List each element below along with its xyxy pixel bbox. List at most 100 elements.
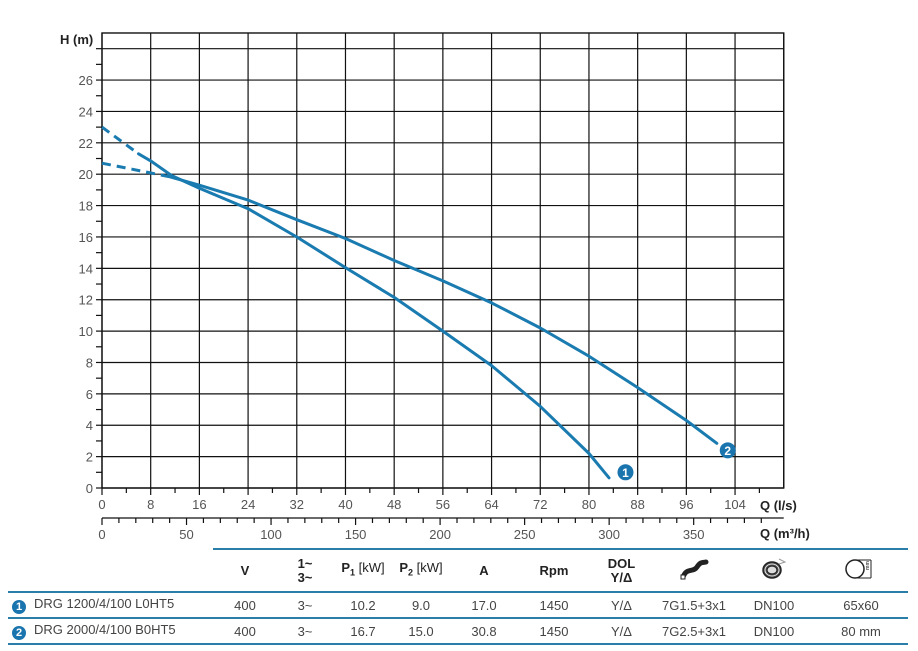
- secondary-x-tick-label: 300: [598, 527, 620, 542]
- secondary-x-tick-label: 50: [179, 527, 193, 542]
- x-tick-label: 80: [582, 497, 596, 512]
- model-cell: 2 DRG 2000/4/100 B0HT5: [8, 618, 213, 645]
- header-phase-top: 1~: [297, 555, 313, 571]
- model-name: DRG 2000/4/100 B0HT5: [34, 622, 176, 637]
- curve-1-marker: [617, 464, 634, 481]
- x-tick-label: 104: [724, 497, 746, 512]
- header-p1-sub: 1: [350, 567, 356, 578]
- p1-cell: 16.7: [333, 618, 393, 645]
- header-p1: P1 [kW]: [333, 548, 393, 593]
- cable-cell: 7G2.5+3x1: [654, 618, 734, 645]
- x-tick-label: 64: [484, 497, 498, 512]
- y-tick-label: 10: [79, 324, 93, 339]
- model-name: DRG 1200/4/100 L0HT5: [34, 596, 175, 611]
- header-start: DOL Y/Δ: [589, 548, 654, 593]
- x-tick-label: 8: [147, 497, 154, 512]
- y-tick-label: 0: [86, 481, 93, 496]
- outlet-cell: DN100: [734, 592, 814, 619]
- current-cell: 30.8: [449, 618, 519, 645]
- header-phase: 1~ 3~: [277, 548, 333, 593]
- curve-1-marker-label: 1: [622, 466, 629, 480]
- header-blank: [8, 549, 213, 593]
- x-tick-label: 0: [98, 497, 105, 512]
- voltage-cell: 400: [213, 592, 277, 619]
- cable-icon: [680, 559, 709, 580]
- solids-cell: 65x60: [814, 592, 908, 619]
- x-tick-label: 24: [241, 497, 255, 512]
- outlet-flange-icon: [762, 558, 787, 579]
- header-p2: P2 [kW]: [393, 548, 449, 593]
- start-cell: Y/Δ: [589, 592, 654, 619]
- cable-cell: 7G1.5+3x1: [654, 592, 734, 619]
- x-tick-label: 48: [387, 497, 401, 512]
- table-row: 2 DRG 2000/4/100 B0HT5 400 3~ 16.7 15.0 3…: [8, 618, 908, 645]
- y-tick-label: 16: [79, 230, 93, 245]
- x-tick-label: 40: [338, 497, 352, 512]
- phase-cell: 3~: [277, 592, 333, 619]
- header-phase-bottom: 3~: [297, 569, 313, 585]
- y-tick-label: 20: [79, 167, 93, 182]
- header-p1-label: P: [341, 560, 351, 576]
- header-solids: mm: [814, 548, 908, 593]
- y-tick-label: 2: [86, 450, 93, 465]
- header-p1-unit: [kW]: [355, 560, 385, 576]
- curve-2-marker: [719, 442, 736, 459]
- curve-2-marker-label: 2: [724, 444, 731, 458]
- secondary-x-tick-label: 250: [514, 527, 536, 542]
- y-tick-label: 24: [79, 104, 93, 119]
- y-axis-title: H (m): [60, 32, 93, 47]
- rpm-cell: 1450: [519, 592, 589, 619]
- curve-number-badge: 1: [12, 600, 26, 614]
- p2-cell: 15.0: [393, 618, 449, 645]
- header-current: A: [449, 548, 519, 593]
- table-header-row: V 1~ 3~ P1 [kW] P2 [kW] A Rpm DOL Y/Δ: [8, 548, 908, 593]
- secondary-x-tick-label: 200: [429, 527, 451, 542]
- secondary-x-tick-label: 0: [98, 527, 105, 542]
- header-dol: DOL: [607, 555, 636, 571]
- header-star-delta: Y/Δ: [610, 569, 633, 585]
- svg-text:mm: mm: [865, 561, 871, 570]
- x-tick-label: 56: [436, 497, 450, 512]
- start-cell: Y/Δ: [589, 618, 654, 645]
- secondary-x-tick-label: 350: [683, 527, 705, 542]
- header-p2-sub: 2: [408, 567, 414, 578]
- x-tick-label: 72: [533, 497, 547, 512]
- secondary-x-tick-label: 150: [345, 527, 367, 542]
- phase-cell: 3~: [277, 618, 333, 645]
- chart-grid: [101, 32, 785, 489]
- header-outlet: [734, 548, 814, 593]
- header-p2-label: P: [399, 560, 409, 576]
- y-tick-label: 14: [79, 261, 93, 276]
- x-axis-title: Q (l/s): [760, 498, 797, 513]
- header-p2-unit: [kW]: [413, 560, 443, 576]
- p2-cell: 9.0: [393, 592, 449, 619]
- y-tick-label: 6: [86, 387, 93, 402]
- y-tick-label: 4: [86, 418, 93, 433]
- y-tick-label: 12: [79, 293, 93, 308]
- rpm-cell: 1450: [519, 618, 589, 645]
- header-cable: [654, 548, 734, 593]
- header-voltage: V: [213, 548, 277, 593]
- solids-passage-icon: mm: [845, 559, 872, 579]
- header-rpm: Rpm: [519, 548, 589, 593]
- x-axis-secondary-title: Q (m³/h): [760, 526, 810, 541]
- curve-2: [167, 175, 719, 445]
- curve-number-badge: 2: [12, 626, 26, 640]
- table-row: 1 DRG 1200/4/100 L0HT5 400 3~ 10.2 9.0 17…: [8, 592, 908, 619]
- pump-spec-table: V 1~ 3~ P1 [kW] P2 [kW] A Rpm DOL Y/Δ: [8, 548, 908, 645]
- x-tick-label: 16: [192, 497, 206, 512]
- solids-cell: 80 mm: [814, 618, 908, 645]
- curve-1: [137, 152, 611, 480]
- y-tick-label: 22: [79, 136, 93, 151]
- x-tick-label: 32: [290, 497, 304, 512]
- curve-2-dashed-extension: [101, 161, 170, 179]
- outlet-cell: DN100: [734, 618, 814, 645]
- x-tick-label: 88: [630, 497, 644, 512]
- current-cell: 17.0: [449, 592, 519, 619]
- p1-cell: 10.2: [333, 592, 393, 619]
- secondary-x-tick-label: 100: [260, 527, 282, 542]
- y-tick-label: 8: [86, 355, 93, 370]
- y-tick-label: 18: [79, 199, 93, 214]
